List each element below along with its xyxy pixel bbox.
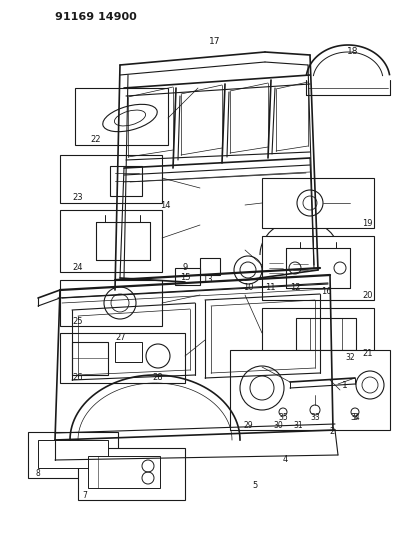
Bar <box>60 333 185 383</box>
Text: 8: 8 <box>35 469 40 478</box>
Text: 33: 33 <box>310 414 320 423</box>
Bar <box>60 210 162 272</box>
Text: 17: 17 <box>209 37 221 46</box>
Text: 26: 26 <box>72 374 83 383</box>
Bar <box>78 448 185 500</box>
Text: 32: 32 <box>345 353 355 362</box>
Bar <box>262 236 374 300</box>
Bar <box>262 308 374 358</box>
Text: 14: 14 <box>160 200 170 209</box>
Text: 9: 9 <box>182 263 188 272</box>
Text: 25: 25 <box>72 317 83 326</box>
Text: 30: 30 <box>273 421 283 430</box>
Bar <box>88 456 160 488</box>
Text: 27: 27 <box>115 334 126 343</box>
Text: 22: 22 <box>90 135 101 144</box>
Text: 2: 2 <box>330 427 335 437</box>
Text: 4: 4 <box>282 456 288 464</box>
Text: 34: 34 <box>350 414 360 423</box>
Bar <box>230 350 390 430</box>
Text: 13: 13 <box>201 276 212 285</box>
Text: 3: 3 <box>352 414 358 423</box>
Bar <box>72 342 108 375</box>
Bar <box>175 268 200 285</box>
Bar <box>60 155 162 203</box>
Bar <box>302 262 320 285</box>
Text: 24: 24 <box>72 262 83 271</box>
Text: 16: 16 <box>321 287 331 296</box>
Bar <box>290 260 310 280</box>
Text: 15: 15 <box>180 273 190 282</box>
Text: 10: 10 <box>243 284 253 293</box>
Text: 5: 5 <box>253 481 258 489</box>
Bar <box>266 260 285 280</box>
Bar <box>38 440 108 468</box>
Bar <box>262 178 374 228</box>
Bar <box>200 258 220 275</box>
Text: 28: 28 <box>152 374 163 383</box>
Text: 11: 11 <box>265 284 275 293</box>
Text: 18: 18 <box>347 47 359 56</box>
Text: 29: 29 <box>243 421 253 430</box>
Text: 12: 12 <box>290 284 300 293</box>
Text: 23: 23 <box>72 193 83 203</box>
Bar <box>75 88 168 145</box>
Text: 7: 7 <box>82 490 87 499</box>
Bar <box>296 318 356 350</box>
Text: 31: 31 <box>293 421 303 430</box>
Bar <box>325 350 345 420</box>
Bar <box>115 342 142 362</box>
Bar <box>60 280 162 326</box>
Text: 20: 20 <box>362 290 373 300</box>
Text: 21: 21 <box>362 349 373 358</box>
Text: 91169 14900: 91169 14900 <box>55 12 137 22</box>
Text: 35: 35 <box>278 414 288 423</box>
Text: 19: 19 <box>362 219 373 228</box>
Bar <box>110 166 142 196</box>
Text: 1: 1 <box>342 381 348 390</box>
Bar <box>28 432 118 478</box>
